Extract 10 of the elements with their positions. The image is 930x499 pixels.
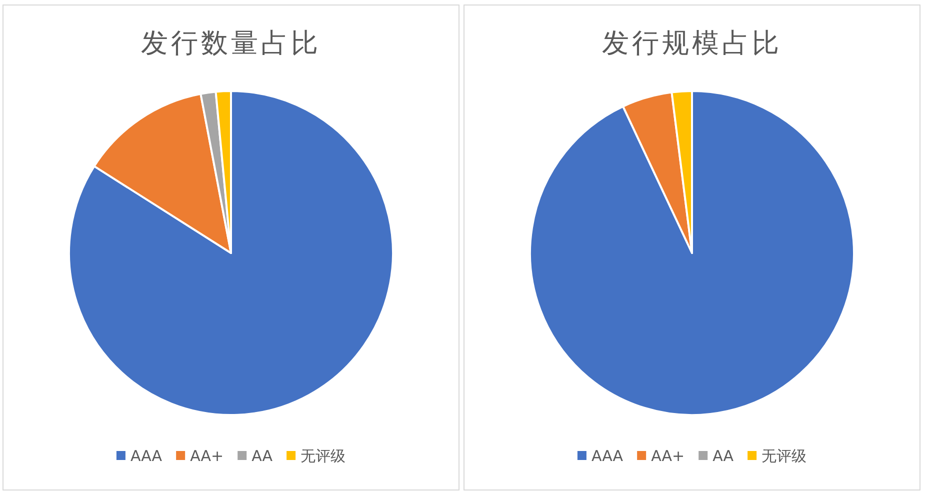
legend-label: AAA	[591, 447, 624, 465]
legend-label: AA+	[651, 447, 685, 465]
legend-label: AA+	[190, 447, 224, 465]
chart-title: 发行规模占比	[602, 28, 782, 59]
legend-label: AA	[252, 447, 274, 465]
legend-label: 无评级	[762, 447, 807, 465]
legend-label: AA	[712, 447, 734, 465]
legend-label: AAA	[130, 447, 163, 465]
legend-label: 无评级	[300, 447, 346, 465]
chart-title: 发行数量占比	[141, 28, 321, 59]
